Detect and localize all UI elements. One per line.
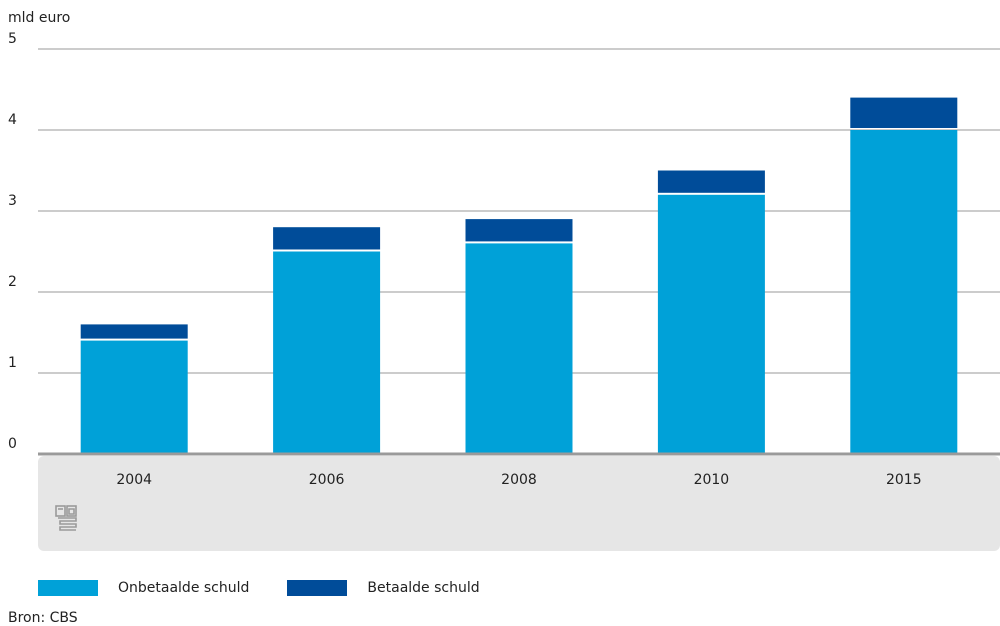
bar-onbetaalde-2008 [465,243,573,454]
bar-onbetaalde-2010 [657,194,765,455]
legend-item-betaalde: Betaalde schuld [287,580,480,596]
y-tick-label: 3 [8,193,17,209]
x-tick-label: 2006 [309,472,345,488]
x-tick-label: 2010 [694,472,730,488]
gridlines [38,48,1000,374]
y-tick-label: 0 [8,436,17,452]
x-tick-label: 2008 [501,472,537,488]
cbs-logo-icon [55,505,77,531]
bar-onbetaalde-2015 [850,130,958,454]
legend-label-onbetaalde: Onbetaalde schuld [118,580,250,596]
y-tick-label: 1 [8,355,17,371]
y-tick-label: 5 [8,31,17,47]
legend-swatch-betaalde [287,580,348,596]
legend-item-onbetaalde: Onbetaalde schuld [38,580,249,596]
y-tick-labels: 0 1 2 3 4 5 [8,31,17,452]
legend-swatch-onbetaalde [38,580,98,596]
bar-onbetaalde-2004 [80,340,188,454]
source-note: Bron: CBS [8,610,78,626]
bar-betaalde-2010 [657,170,765,193]
y-tick-label: 2 [8,274,17,290]
legend-label-betaalde: Betaalde schuld [367,580,480,596]
legend: Onbetaalde schuld Betaalde schuld [38,580,480,596]
bar-betaalde-2015 [850,97,958,128]
chart: mld euro 0 1 2 3 4 5 2004 2006 2008 2010 2015 [8,10,1000,551]
bar-betaalde-2004 [80,324,188,339]
x-tick-label: 2004 [116,472,152,488]
bar-betaalde-2006 [273,227,381,250]
y-tick-label: 4 [8,112,17,128]
bar-onbetaalde-2006 [273,251,381,454]
y-axis-label: mld euro [8,10,70,26]
x-tick-label: 2015 [886,472,922,488]
x-tick-labels: 2004 2006 2008 2010 2015 [116,472,921,488]
bars [80,97,958,455]
x-axis-band [38,456,1000,551]
bar-betaalde-2008 [465,219,573,242]
